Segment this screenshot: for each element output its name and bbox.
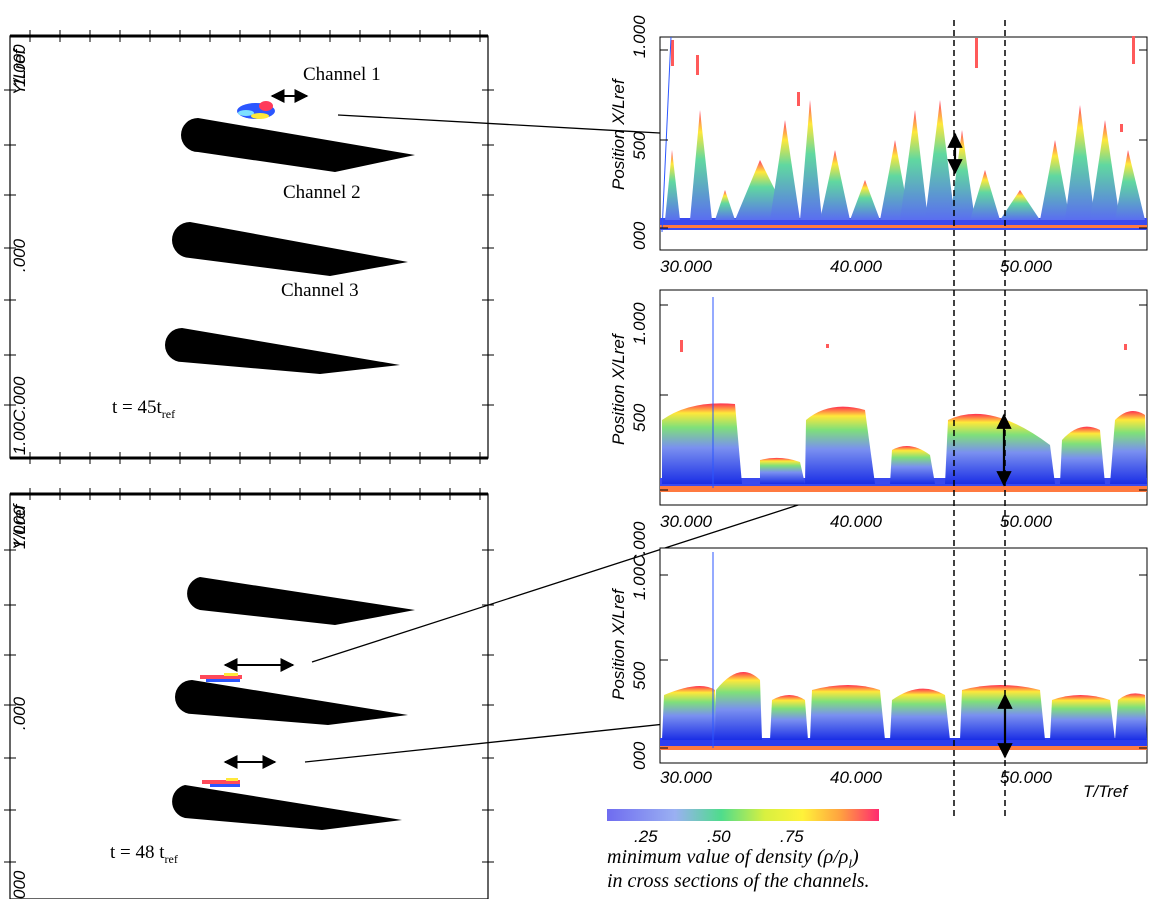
colorbar-tick-25: .25: [634, 827, 658, 846]
right-panel-2: [659, 289, 1148, 506]
right-1-x-tick-3: 50.000: [1000, 257, 1053, 276]
left-bottom-y-tick-mid: .000: [10, 696, 29, 730]
right-2-y-axis-label: Position X/Lref: [609, 332, 628, 445]
left-top-labels: Y/Lref 1.000 .000 1.00C.000: [10, 44, 29, 455]
right-1-x-tick-2: 40.000: [830, 257, 883, 276]
streaks-panel-2: [680, 340, 1127, 352]
left-bottom-y-axis-label: Y/Lref: [10, 502, 29, 550]
left-bottom-y-tick-top: 1.000: [10, 506, 29, 549]
spikes-panel-1: [665, 100, 1145, 220]
channel-3-label: Channel 3: [281, 280, 359, 301]
left-bottom-y-tick-bottom: 000: [10, 870, 29, 899]
left-top-y-tick-mid: .000: [10, 238, 29, 272]
blade-2: [172, 222, 408, 276]
left-top-y-axis-label: Y/Lref: [10, 47, 29, 95]
left-top-panel: [4, 30, 929, 464]
right-panel-3-labels: 1.00C.000 Position X/Lref 500 000 30.000…: [609, 521, 1129, 801]
streaks-panel-1: [671, 36, 1135, 132]
left-bottom-ticks: [4, 488, 494, 863]
right-1-y-axis-label: Position X/Lref: [609, 77, 628, 190]
blade-3: [165, 328, 400, 374]
humps-panel-3: [662, 672, 1147, 740]
left-top-y-tick-top: 1.000: [10, 44, 29, 87]
caption-line-1: minimum value of density (ρ/ρl): [607, 846, 859, 871]
right-2-y-tick-top: 1.000: [630, 302, 649, 345]
blade-6: [172, 785, 402, 830]
right-3-x-tick-2: 40.000: [830, 768, 883, 787]
left-top-y-tick-bottom: 1.00C.000: [10, 376, 29, 455]
channel-1-label: Channel 1: [303, 64, 381, 85]
caption-line-2: in cross sections of the channels.: [607, 870, 870, 892]
right-3-x-tick-1: 30.000: [660, 768, 713, 787]
colorbar-ticks: .25 .50 .75: [634, 827, 804, 846]
cavitation-blob-3: [202, 778, 240, 787]
left-top-ticks: [4, 30, 494, 464]
time-label-48: t = 48 tref: [110, 842, 178, 866]
right-1-x-tick-1: 30.000: [660, 257, 713, 276]
right-panel-2-labels: Position X/Lref 1.000 500 30.000 40.000 …: [609, 302, 1053, 531]
cavitation-blob-1: [237, 101, 275, 119]
right-panel-1: [659, 36, 1148, 251]
right-3-y-tick-mid: 500: [630, 661, 649, 690]
blue-vertical-1: [661, 36, 672, 233]
blade-4: [187, 577, 415, 625]
right-1-y-tick-top: 1.000: [630, 15, 649, 58]
blade-1: [181, 118, 415, 172]
left-bottom-panel: [4, 442, 988, 899]
time-label-45: t = 45tref: [112, 397, 175, 421]
cavitation-blob-2: [200, 673, 242, 682]
right-2-x-tick-3: 50.000: [1000, 512, 1053, 531]
left-bottom-labels: Y/Lref 1.000 .000 000: [10, 502, 29, 899]
right-1-y-tick-bottom: 000: [630, 221, 649, 250]
right-2-y-tick-mid: 500: [630, 403, 649, 432]
colorbar-tick-50: .50: [707, 827, 731, 846]
blade-5: [175, 680, 408, 725]
right-3-x-tick-3: 50.000: [1000, 768, 1053, 787]
right-3-x-axis-label: T/Tref: [1083, 782, 1129, 801]
right-2-x-tick-1: 30.000: [660, 512, 713, 531]
right-2-y-tick-bottom: 1.00C.000: [630, 521, 649, 600]
right-1-y-tick-mid: 500: [630, 131, 649, 160]
right-3-y-tick-bottom: 000: [630, 741, 649, 770]
channel-2-label: Channel 2: [283, 182, 361, 203]
left-top-text: Channel 1 Channel 2 Channel 3 t = 45tref: [112, 64, 381, 421]
humps-panel-2: [662, 403, 1147, 484]
colorbar-tick-75: .75: [780, 827, 804, 846]
right-2-x-tick-2: 40.000: [830, 512, 883, 531]
right-panel-3: [659, 547, 1148, 764]
right-3-y-axis-label: Position X/Lref: [609, 587, 628, 700]
right-panel-1-labels: Position X/Lref 1.000 500 000 30.000 40.…: [609, 15, 1053, 276]
colorbar: [607, 809, 879, 821]
